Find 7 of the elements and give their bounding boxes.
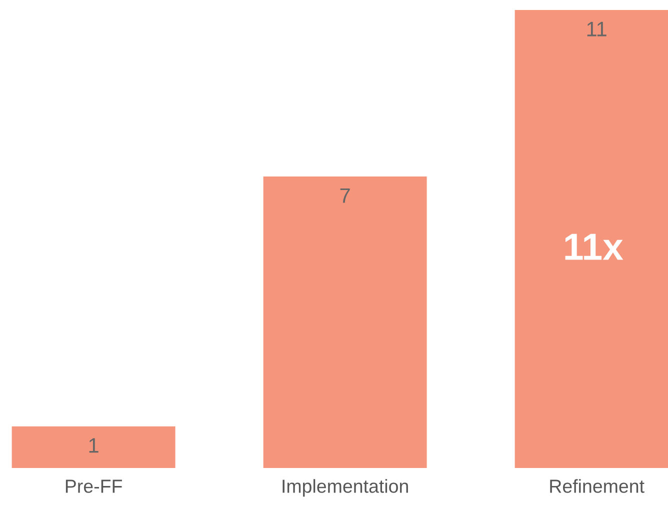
x-tick-label: Pre-FF	[66, 480, 122, 493]
data-label: 1	[89, 438, 98, 453]
x-tick-label: Implementation	[282, 479, 408, 497]
data-label: 7	[340, 188, 350, 203]
x-tick-label: Refinement	[550, 479, 644, 493]
data-label: 11	[587, 22, 606, 36]
annotation: 11x	[565, 234, 624, 260]
